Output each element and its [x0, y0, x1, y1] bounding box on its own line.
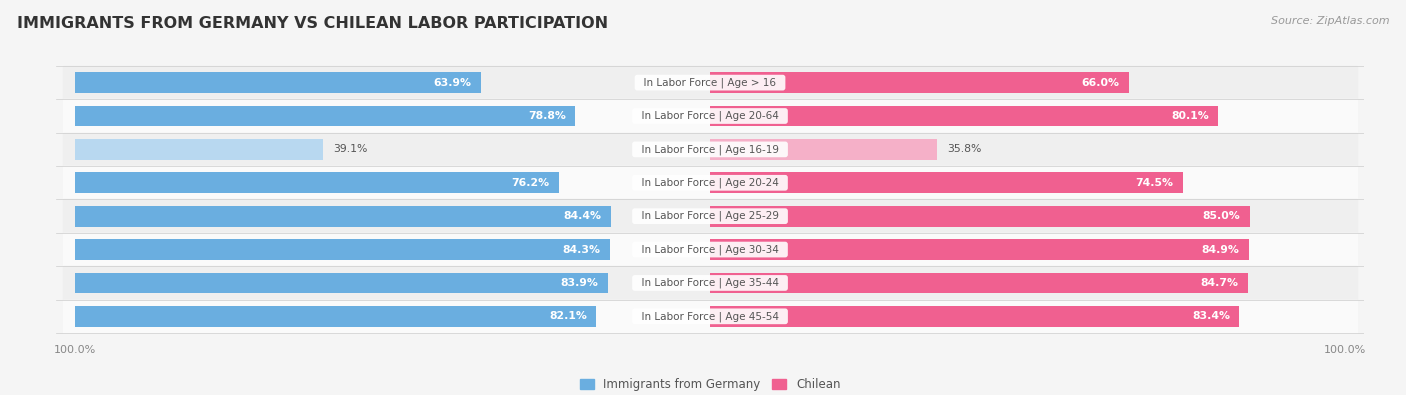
Bar: [76, 173, 560, 193]
Text: Source: ZipAtlas.com: Source: ZipAtlas.com: [1271, 16, 1389, 26]
Text: 84.7%: 84.7%: [1201, 278, 1239, 288]
Bar: [63, 133, 1357, 166]
Text: In Labor Force | Age > 16: In Labor Force | Age > 16: [637, 77, 783, 88]
Text: 80.1%: 80.1%: [1171, 111, 1209, 121]
Bar: [76, 306, 596, 327]
Bar: [710, 139, 938, 160]
Bar: [76, 105, 575, 126]
Bar: [63, 300, 1357, 333]
Bar: [63, 199, 1357, 233]
Text: 76.2%: 76.2%: [512, 178, 550, 188]
Bar: [710, 72, 1129, 93]
Bar: [710, 206, 1250, 226]
Text: In Labor Force | Age 20-64: In Labor Force | Age 20-64: [636, 111, 785, 121]
Text: 63.9%: 63.9%: [433, 78, 471, 88]
Text: In Labor Force | Age 20-24: In Labor Force | Age 20-24: [636, 177, 785, 188]
Text: 85.0%: 85.0%: [1202, 211, 1240, 221]
Bar: [76, 206, 612, 226]
Text: In Labor Force | Age 35-44: In Labor Force | Age 35-44: [634, 278, 786, 288]
Text: In Labor Force | Age 16-19: In Labor Force | Age 16-19: [634, 144, 786, 155]
Bar: [63, 233, 1357, 266]
Bar: [76, 239, 610, 260]
Text: 66.0%: 66.0%: [1081, 78, 1119, 88]
Text: 83.4%: 83.4%: [1192, 311, 1230, 321]
Text: IMMIGRANTS FROM GERMANY VS CHILEAN LABOR PARTICIPATION: IMMIGRANTS FROM GERMANY VS CHILEAN LABOR…: [17, 16, 607, 31]
Text: 78.8%: 78.8%: [529, 111, 567, 121]
Text: In Labor Force | Age 30-34: In Labor Force | Age 30-34: [636, 244, 785, 255]
Text: 39.1%: 39.1%: [333, 145, 367, 154]
Legend: Immigrants from Germany, Chilean: Immigrants from Germany, Chilean: [575, 373, 845, 395]
Text: In Labor Force | Age 25-29: In Labor Force | Age 25-29: [634, 211, 786, 222]
Bar: [63, 266, 1357, 300]
Bar: [63, 66, 1357, 99]
Text: In Labor Force | Age 45-54: In Labor Force | Age 45-54: [634, 311, 786, 322]
Bar: [710, 239, 1249, 260]
Text: 82.1%: 82.1%: [548, 311, 586, 321]
Bar: [710, 105, 1219, 126]
Bar: [710, 273, 1247, 293]
Bar: [710, 306, 1240, 327]
Text: 84.9%: 84.9%: [1202, 245, 1240, 254]
Bar: [63, 99, 1357, 133]
Text: 84.3%: 84.3%: [562, 245, 600, 254]
Text: 35.8%: 35.8%: [946, 145, 981, 154]
Text: 84.4%: 84.4%: [564, 211, 602, 221]
Bar: [76, 139, 323, 160]
Text: 83.9%: 83.9%: [561, 278, 599, 288]
Bar: [63, 166, 1357, 199]
Bar: [710, 173, 1182, 193]
Bar: [76, 273, 607, 293]
Text: 74.5%: 74.5%: [1136, 178, 1174, 188]
Bar: [76, 72, 481, 93]
